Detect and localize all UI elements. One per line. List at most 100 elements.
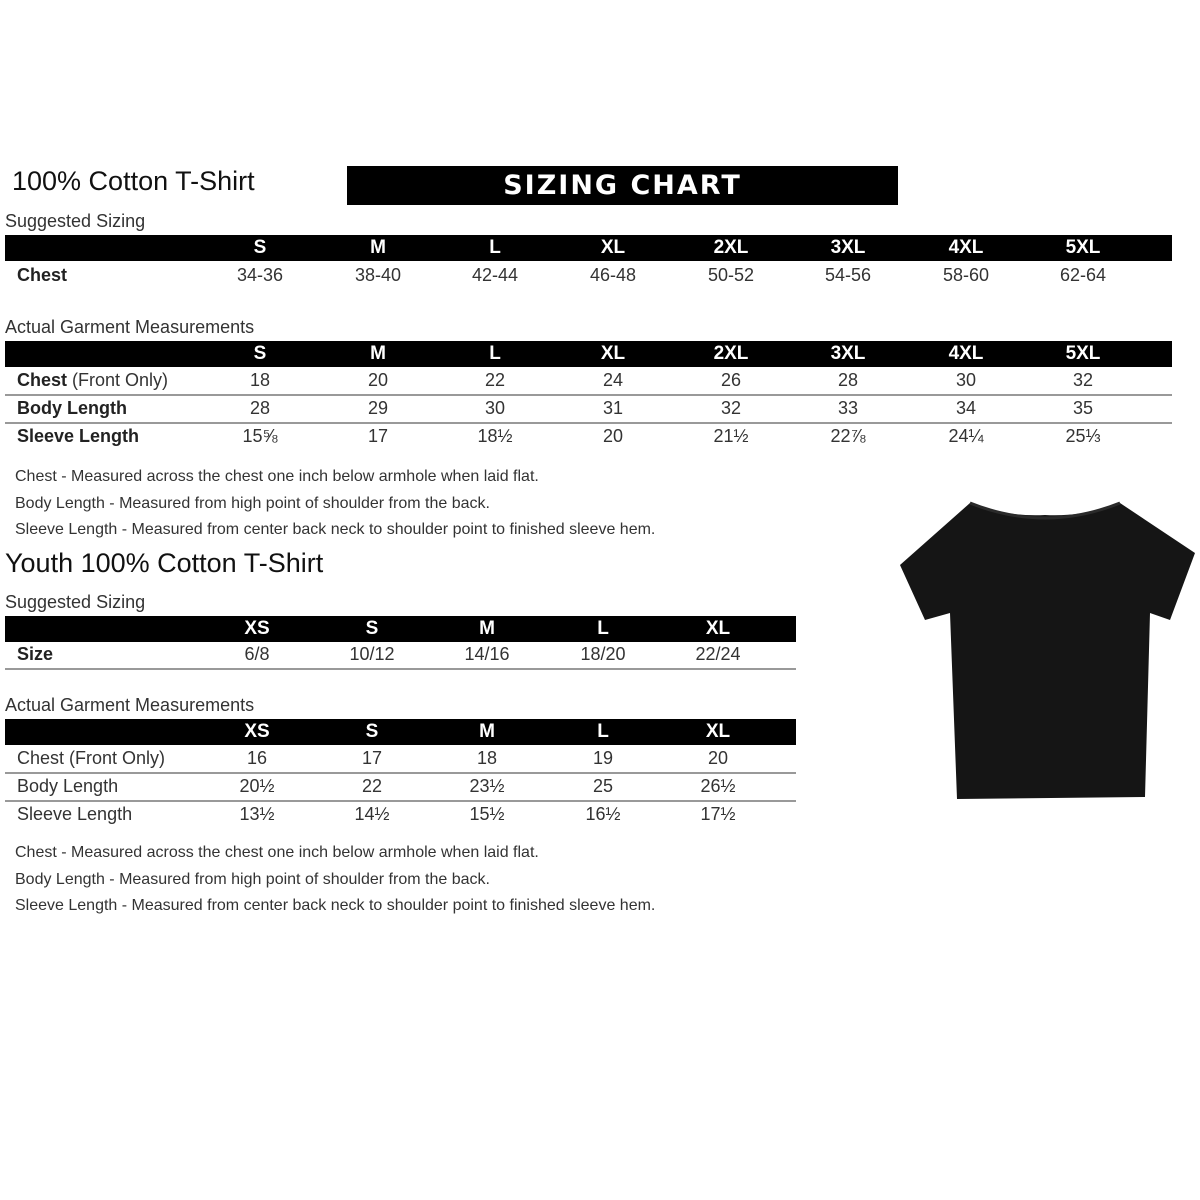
row-label: Size — [17, 640, 53, 668]
size-header: M — [370, 343, 386, 364]
adult-actual-label: Actual Garment Measurements — [5, 317, 255, 337]
row-label: Sleeve Length — [17, 422, 139, 450]
cell-value: 10/12 — [349, 644, 395, 664]
cell-value: 26½ — [700, 776, 736, 796]
row-label-bold: Body Length — [17, 398, 127, 418]
cell-value: 15½ — [469, 804, 505, 824]
note: Sleeve Length - Measured from center bac… — [15, 897, 656, 914]
cell-value: 14/16 — [464, 644, 510, 664]
size-header: L — [597, 618, 609, 639]
cell-value: 17 — [367, 426, 389, 446]
row-label: Body Length — [17, 394, 127, 422]
cell-value: 20 — [367, 370, 389, 390]
cell-value: 28 — [249, 398, 271, 418]
row-label-text: Chest (Front Only) — [17, 748, 166, 768]
size-header: M — [479, 721, 495, 742]
cell-value: 20 — [602, 426, 624, 446]
cell-value: 24 — [602, 370, 624, 390]
size-header: 5XL — [1065, 237, 1101, 258]
cell-value: 23½ — [469, 776, 505, 796]
cell-value: 62-64 — [1059, 265, 1107, 285]
size-header: XL — [705, 721, 731, 742]
cell-value: 18 — [249, 370, 271, 390]
row-label: Chest — [17, 261, 67, 289]
size-header: 4XL — [948, 237, 984, 258]
cell-value: 33 — [837, 398, 859, 418]
row-label: Body Length — [17, 772, 118, 800]
note: Chest - Measured across the chest one in… — [15, 468, 539, 485]
row-label: Chest (Front Only) — [17, 744, 165, 772]
table-row: Chest 34-36 38-40 42-44 46-48 50-52 54-56 58-60… — [5, 261, 1172, 289]
size-header: 5XL — [1065, 343, 1101, 364]
cell-value: 6/8 — [244, 644, 270, 664]
row-label-bold: Chest — [17, 265, 68, 285]
youth-suggested-label: Suggested Sizing — [5, 592, 146, 612]
cell-value: 13½ — [239, 804, 275, 824]
cell-value: 17½ — [700, 804, 736, 824]
adult-title: 100% Cotton T-Shirt — [12, 166, 255, 196]
cell-value: 32 — [1072, 370, 1094, 390]
note: Sleeve Length - Measured from center bac… — [15, 521, 656, 538]
cell-value: 18½ — [477, 426, 513, 446]
size-header: L — [489, 237, 501, 258]
cell-value: 30 — [484, 398, 506, 418]
note: Chest - Measured across the chest one in… — [15, 844, 539, 861]
size-header: L — [597, 721, 609, 742]
cell-value: 25⅓ — [1065, 426, 1101, 446]
size-header: XL — [600, 237, 626, 258]
cell-value: 17 — [361, 748, 383, 768]
size-header-row: S M L XL 2XL 3XL 4XL 5XL — [5, 235, 1172, 261]
cell-value: 22 — [484, 370, 506, 390]
cell-value: 22⅞ — [830, 426, 866, 446]
cell-value: 29 — [367, 398, 389, 418]
cell-value: 19 — [592, 748, 614, 768]
cell-value: 16 — [246, 748, 268, 768]
size-header: S — [253, 237, 267, 258]
cell-value: 58-60 — [942, 265, 990, 285]
cell-value: 25 — [592, 776, 614, 796]
cell-value: 16½ — [585, 804, 621, 824]
cell-value: 31 — [602, 398, 624, 418]
cell-value: 34-36 — [236, 265, 284, 285]
cell-value: 28 — [837, 370, 859, 390]
size-header: 2XL — [713, 343, 749, 364]
size-header: 2XL — [713, 237, 749, 258]
row-label-text: Sleeve Length — [17, 804, 133, 824]
table-row: Body Length 28 29 30 31 32 33 34 35 — [5, 394, 1172, 424]
cell-value: 18/20 — [580, 644, 626, 664]
cell-value: 26 — [720, 370, 742, 390]
table-row: Size 6/8 10/12 14/16 18/20 22/24 — [5, 640, 796, 670]
size-header: S — [365, 721, 379, 742]
size-header-row: XS S M L XL — [5, 616, 796, 642]
table-row: Sleeve Length 13½ 14½ 15½ 16½ 17½ — [5, 800, 796, 828]
size-header-row: S M L XL 2XL 3XL 4XL 5XL — [5, 341, 1172, 367]
size-header: XS — [244, 721, 270, 742]
size-header: XS — [244, 618, 270, 639]
table-row: Chest (Front Only) 16 17 18 19 20 — [5, 744, 796, 774]
cell-value: 46-48 — [589, 265, 637, 285]
row-label-text: Body Length — [17, 776, 119, 796]
row-label-bold: Chest — [17, 370, 68, 390]
row-label-text: (Front Only) — [67, 370, 169, 390]
sizing-chart-banner: SIZING CHART — [347, 166, 898, 205]
size-header: M — [479, 618, 495, 639]
cell-value: 30 — [955, 370, 977, 390]
size-header: S — [365, 618, 379, 639]
cell-value: 24¼ — [948, 426, 984, 446]
row-label: Sleeve Length — [17, 800, 132, 828]
row-label: Chest (Front Only) — [17, 366, 168, 394]
table-row: Body Length 20½ 22 23½ 25 26½ — [5, 772, 796, 802]
cell-value: 20 — [707, 748, 729, 768]
adult-suggested-label: Suggested Sizing — [5, 211, 146, 231]
size-header: L — [489, 343, 501, 364]
cell-value: 38-40 — [354, 265, 402, 285]
cell-value: 20½ — [239, 776, 275, 796]
cell-value: 15⅝ — [242, 426, 278, 446]
size-header: S — [253, 343, 267, 364]
note: Body Length - Measured from high point o… — [15, 494, 490, 512]
cell-value: 34 — [955, 398, 977, 418]
row-label-bold: Size — [17, 644, 54, 664]
cell-value: 14½ — [354, 804, 390, 824]
size-header: M — [370, 237, 386, 258]
size-header: XL — [600, 343, 626, 364]
